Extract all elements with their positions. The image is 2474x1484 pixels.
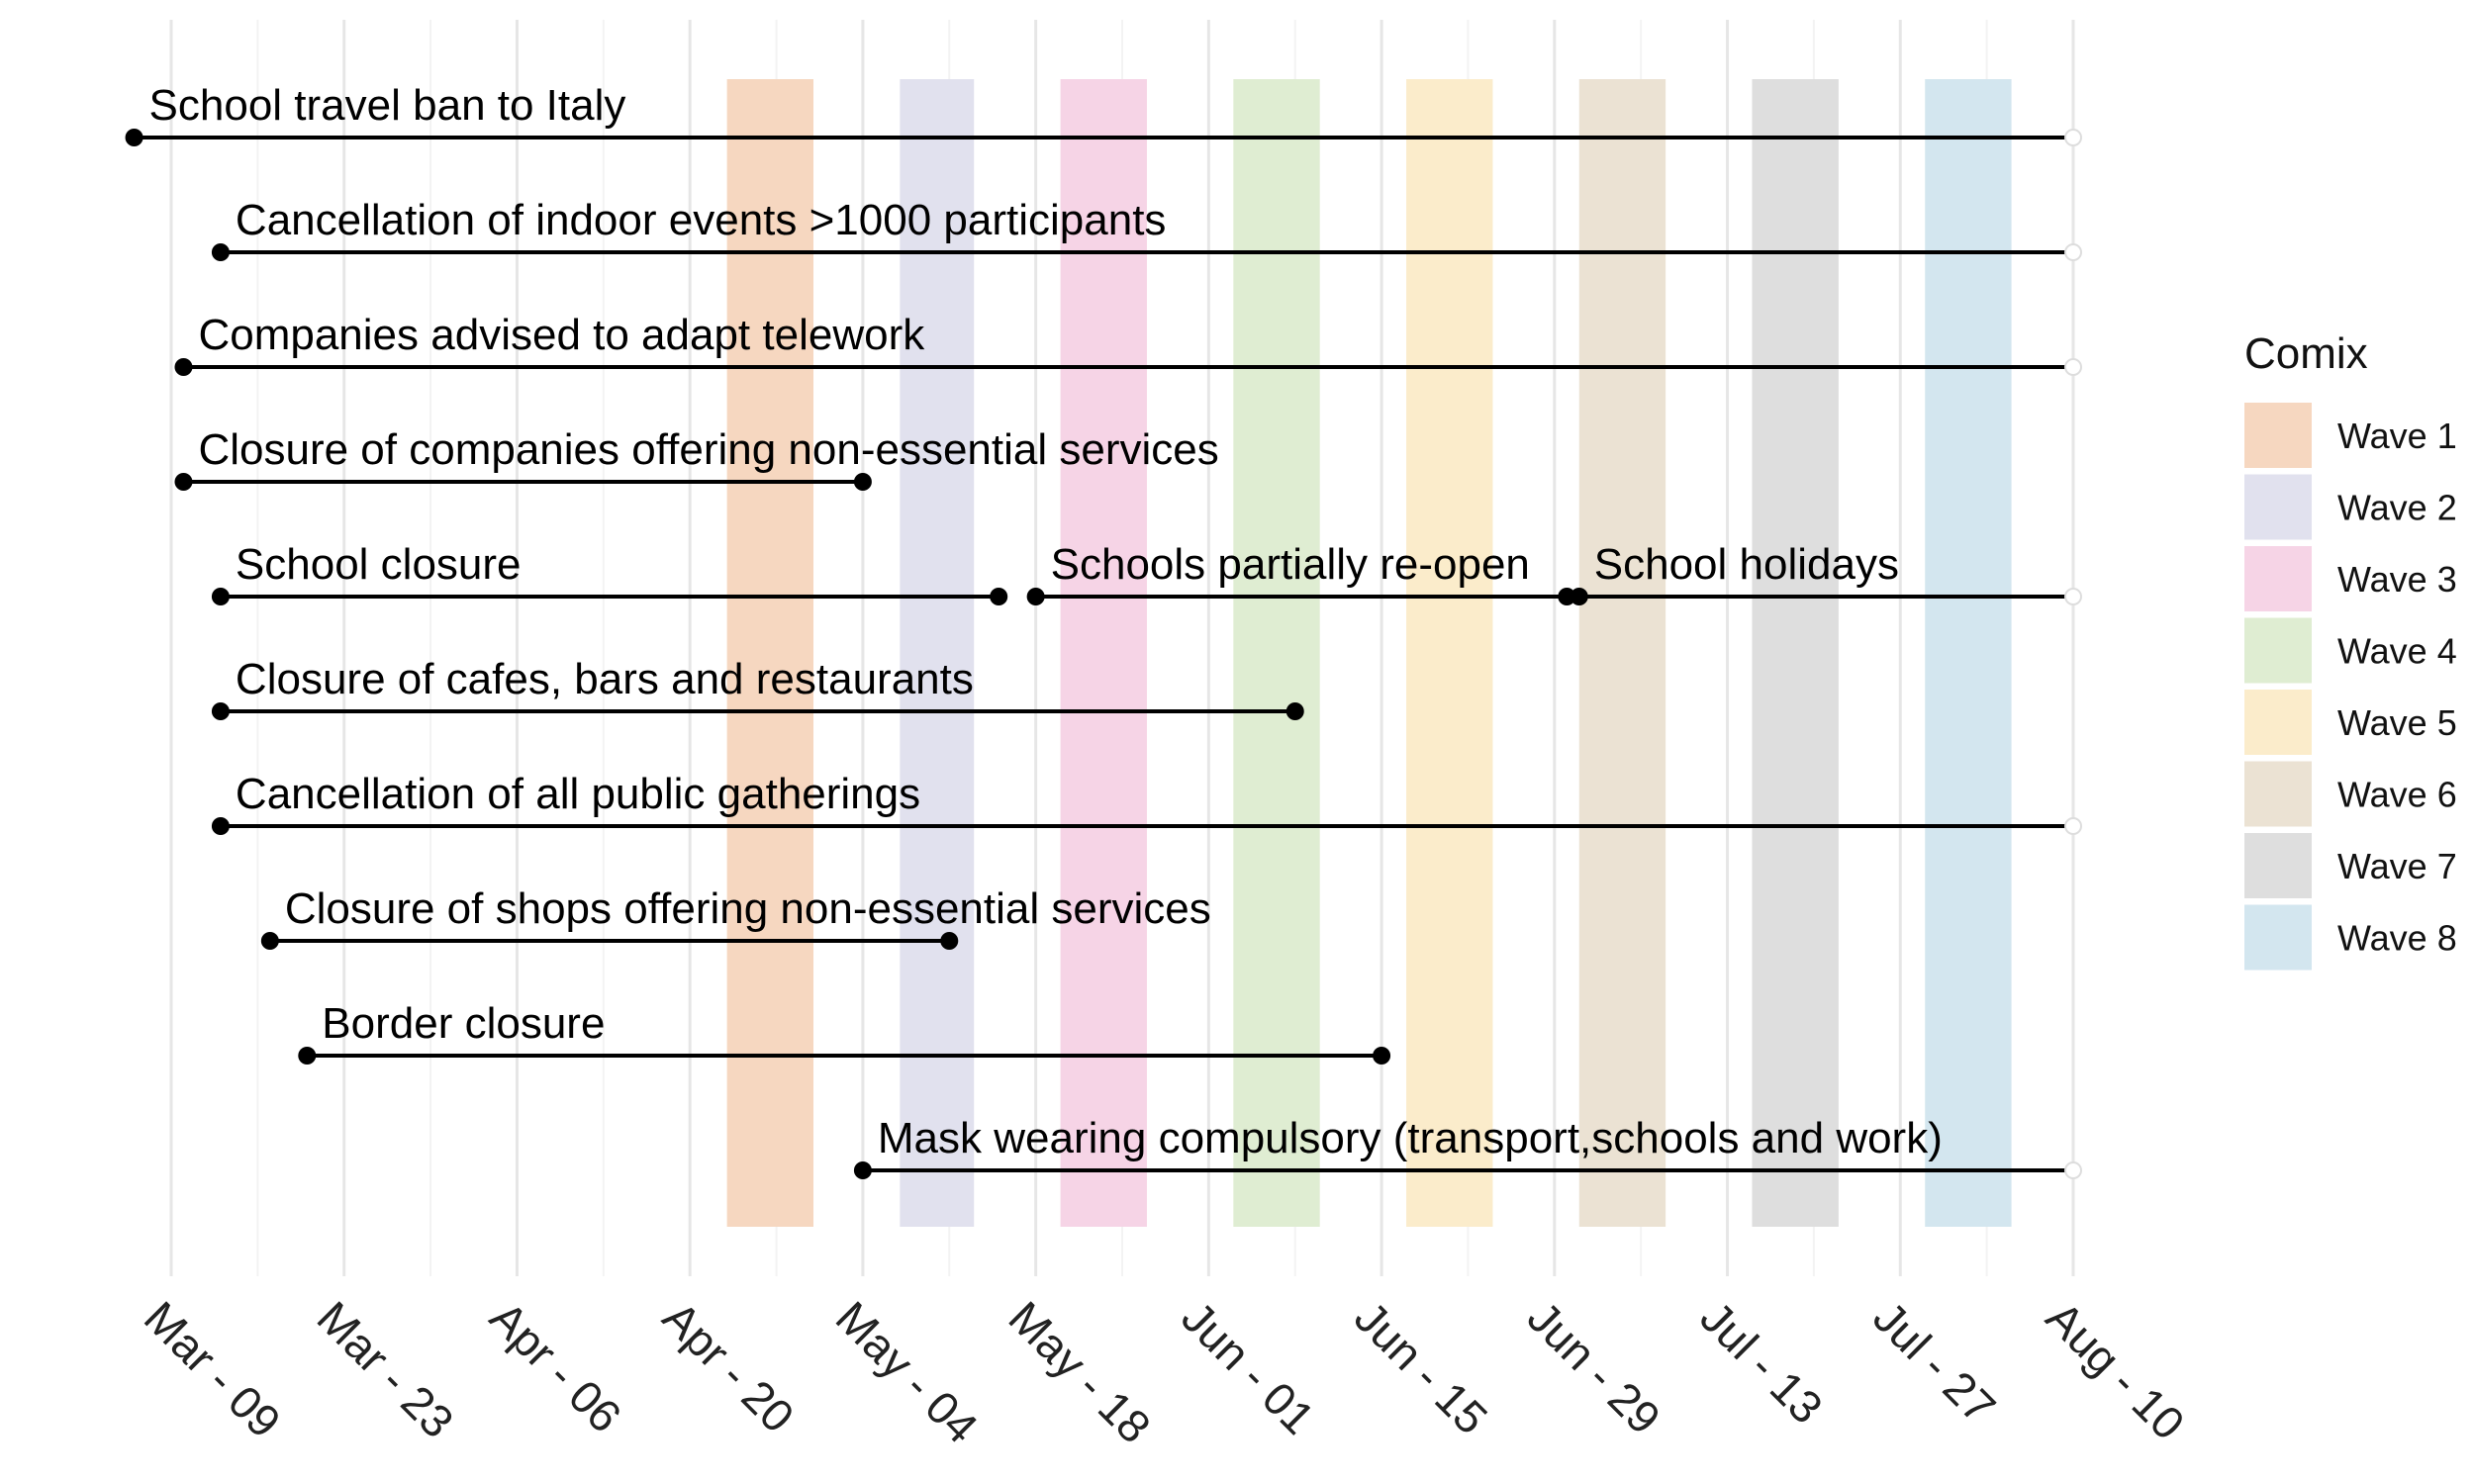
x-tick-label: May - 18	[999, 1291, 1161, 1452]
x-tick-label: Jun - 01	[1172, 1291, 1324, 1443]
x-tick-label: Jul - 13	[1690, 1291, 1832, 1433]
measure-label: Cancellation of indoor events >1000 part…	[236, 196, 1167, 244]
wave-band-8	[1925, 79, 2012, 1227]
legend-title: Comix	[2244, 329, 2368, 378]
legend-label-2: Wave 2	[2337, 488, 2457, 528]
wave-band-6	[1578, 79, 1666, 1227]
measure-start-point	[211, 588, 230, 605]
x-tick-label: Jun - 29	[1518, 1291, 1670, 1443]
legend-label-8: Wave 8	[2337, 918, 2457, 959]
wave-band-5	[1406, 79, 1493, 1227]
x-tick-label: Apr - 20	[653, 1291, 804, 1441]
measure-open-end-point	[2064, 243, 2082, 261]
measure-label: Closure of companies offering non-essent…	[198, 425, 1218, 474]
measure-label: Closure of cafes, bars and restaurants	[236, 655, 974, 703]
measure-open-end-point	[2064, 1161, 2082, 1179]
measure-open-end-point	[2064, 588, 2082, 605]
measure-start-point	[174, 358, 193, 376]
legend-swatch-2	[2244, 474, 2312, 540]
measure-label: Border closure	[322, 999, 605, 1048]
measure-start-point	[298, 1047, 317, 1065]
measure-label: School closure	[236, 540, 522, 589]
wave-bands	[726, 79, 2012, 1227]
legend-label-1: Wave 1	[2337, 416, 2457, 456]
measure-start-point	[174, 473, 193, 491]
legend-swatch-8	[2244, 904, 2312, 971]
measure-label: School travel ban to Italy	[149, 81, 626, 130]
measure-end-point	[853, 473, 872, 491]
legend-label-3: Wave 3	[2337, 559, 2457, 600]
legend-swatch-3	[2244, 546, 2312, 611]
x-tick-label: Mar - 23	[308, 1291, 464, 1447]
measure-open-end-point	[2064, 358, 2082, 376]
measure-open-end-point	[2064, 817, 2082, 835]
legend-swatch-1	[2244, 403, 2312, 468]
wave-band-2	[900, 79, 975, 1227]
measure-start-point	[1026, 588, 1045, 605]
x-tick-label: May - 04	[826, 1291, 988, 1452]
measure-end-point	[990, 588, 1008, 605]
measure-open-end-point	[2064, 129, 2082, 146]
legend-swatch-5	[2244, 690, 2312, 755]
measure-label: School holidays	[1594, 540, 1899, 589]
wave-band-4	[1233, 79, 1320, 1227]
legend: Comix Wave 1 Wave 2 Wave 3 Wave 4 Wave 5 Wave…	[2244, 329, 2457, 971]
x-tick-label: Jul - 27	[1863, 1291, 2005, 1433]
x-tick-label: Aug - 10	[2037, 1291, 2195, 1449]
measure-start-point	[260, 932, 279, 950]
x-tick-label: Jun - 15	[1345, 1291, 1497, 1443]
wave-band-3	[1060, 79, 1147, 1227]
measure-segments: School travel ban to Italy Cancellation o…	[125, 81, 2082, 1179]
legend-label-7: Wave 7	[2337, 846, 2457, 886]
measure-end-point	[940, 932, 959, 950]
measure-start-point	[211, 702, 230, 720]
measure-end-point	[1558, 588, 1576, 605]
measure-label: Closure of shops offering non-essential …	[285, 884, 1211, 933]
measure-start-point	[211, 243, 230, 261]
legend-label-5: Wave 5	[2337, 702, 2457, 743]
legend-label-6: Wave 6	[2337, 775, 2457, 815]
measure-label: Schools partially re-open	[1051, 540, 1530, 589]
legend-swatch-6	[2244, 761, 2312, 827]
x-tick-label: Mar - 09	[135, 1291, 291, 1447]
x-axis: Mar - 09 Mar - 23 Apr - 06 Apr - 20 May - 04…	[135, 1291, 2195, 1452]
legend-label-4: Wave 4	[2337, 631, 2457, 672]
wave-band-7	[1752, 79, 1839, 1227]
measure-label: Companies advised to adapt telework	[198, 311, 925, 359]
measure-label: Cancellation of all public gatherings	[236, 770, 920, 818]
measure-start-point	[211, 817, 230, 835]
wave-band-1	[726, 79, 813, 1227]
legend-swatch-4	[2244, 617, 2312, 684]
measure-start-point	[1570, 588, 1588, 605]
legend-swatch-7	[2244, 833, 2312, 898]
measure-start-point	[125, 129, 143, 146]
measure-start-point	[853, 1161, 872, 1179]
measure-label: Mask wearing compulsory (transport,schoo…	[878, 1114, 1943, 1162]
measure-end-point	[1373, 1047, 1391, 1065]
x-tick-label: Apr - 06	[480, 1291, 630, 1441]
measure-end-point	[1285, 702, 1304, 720]
